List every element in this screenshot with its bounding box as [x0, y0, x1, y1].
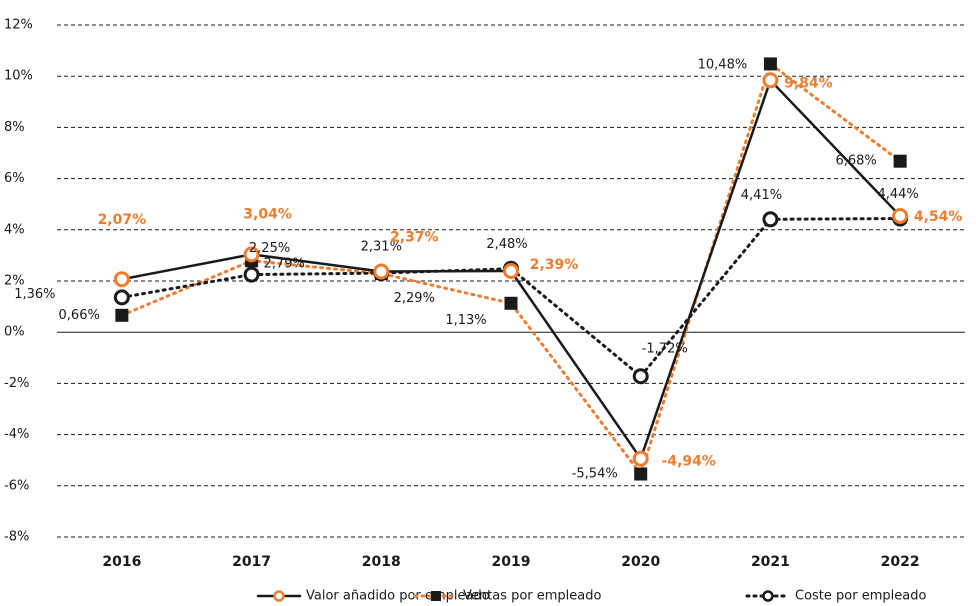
data-label: 4,54% [914, 209, 963, 225]
marker [113, 271, 130, 288]
x-tick-label: 2017 [232, 554, 271, 570]
data-label: -1,72% [642, 342, 688, 357]
data-label: 2,48% [486, 237, 527, 252]
data-label: 2,31% [361, 240, 402, 255]
marker [762, 72, 779, 89]
data-label: 2,39% [530, 257, 579, 273]
x-tick-label: 2022 [881, 554, 920, 570]
marker [243, 266, 260, 283]
legend-marker [431, 591, 441, 601]
data-label: 4,44% [877, 187, 918, 202]
marker [113, 289, 130, 306]
data-label: 6,68% [835, 154, 876, 169]
data-label: 4,41% [741, 188, 782, 203]
marker [504, 296, 518, 310]
marker [632, 368, 649, 385]
marker [632, 450, 649, 467]
y-tick-label: -2% [4, 376, 29, 391]
marker [243, 246, 260, 263]
legend-marker [762, 590, 774, 602]
y-tick-label: 12% [4, 18, 33, 33]
y-tick-label: 2% [4, 274, 25, 289]
legend-marker [273, 590, 285, 602]
marker [763, 57, 777, 71]
marker [762, 211, 779, 228]
y-tick-label: 0% [4, 325, 25, 340]
data-label: 9,84% [784, 75, 833, 91]
x-tick-label: 2016 [102, 554, 141, 570]
y-tick-label: 10% [4, 69, 33, 84]
data-label: 3,04% [243, 206, 292, 222]
data-label: 1,36% [14, 287, 55, 302]
data-label: 10,48% [698, 57, 748, 72]
data-label: -5,54% [572, 467, 618, 482]
legend-label: Valor añadido por empleado [306, 589, 490, 604]
marker [634, 467, 648, 481]
y-tick-label: 4% [4, 222, 25, 237]
data-label: 2,79% [264, 256, 305, 271]
data-label: 2,25% [249, 241, 290, 256]
data-label: 2,29% [394, 291, 435, 306]
x-tick-label: 2020 [621, 554, 660, 570]
x-tick-label: 2019 [492, 554, 531, 570]
marker [115, 308, 129, 322]
marker [892, 207, 909, 224]
y-tick-label: -4% [4, 427, 29, 442]
data-label: 1,13% [445, 313, 486, 328]
legend-label: Coste por empleado [795, 589, 926, 604]
y-tick-label: -8% [4, 530, 29, 545]
x-tick-label: 2018 [362, 554, 401, 570]
y-tick-label: 8% [4, 120, 25, 135]
y-tick-label: 6% [4, 171, 25, 186]
y-tick-label: -6% [4, 478, 29, 493]
marker [373, 263, 390, 280]
data-label: 2,07% [98, 212, 147, 228]
marker [503, 263, 519, 280]
data-label: -4,94% [662, 454, 716, 470]
data-label: 2,37% [390, 230, 439, 246]
marker [893, 154, 907, 168]
x-tick-label: 2021 [751, 554, 790, 570]
legend-label: Ventas por empleado [463, 589, 602, 604]
data-label: 0,66% [59, 308, 100, 323]
